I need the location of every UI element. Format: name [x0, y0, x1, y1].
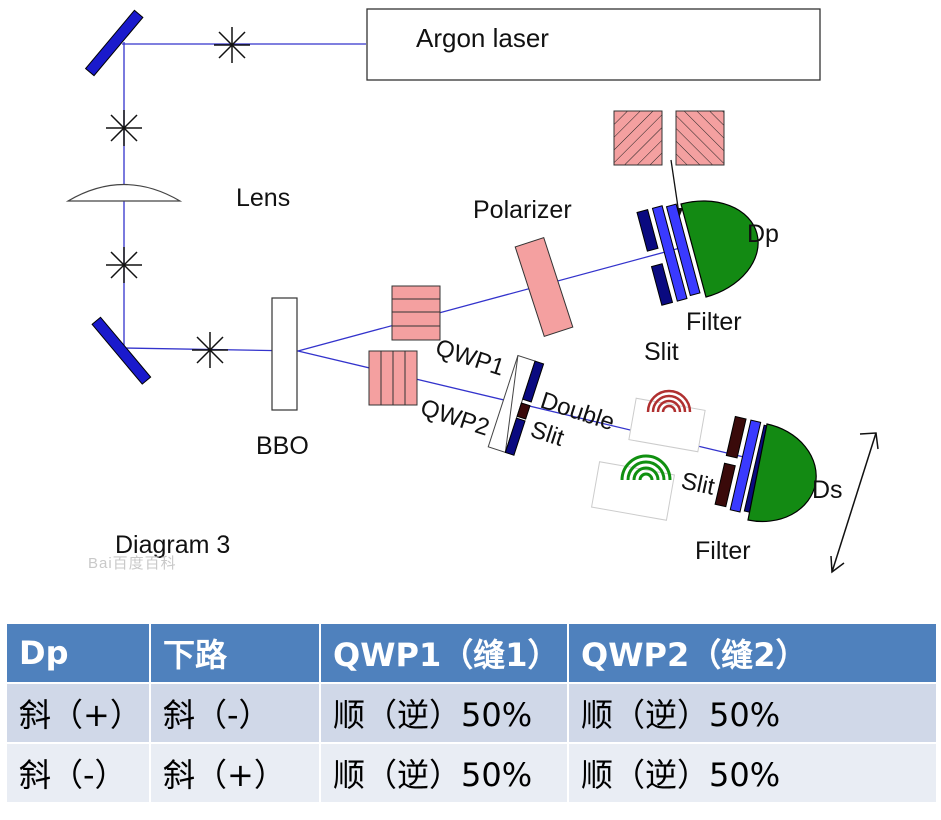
polarizer — [514, 237, 574, 337]
lens-label: Lens — [236, 184, 290, 212]
argon-laser-box — [366, 8, 821, 81]
qwp2-label: QWP2 — [417, 394, 493, 442]
bottom-mirror — [91, 316, 152, 385]
dp-detector — [680, 200, 759, 298]
pointer-arrow — [670, 159, 680, 215]
table-cell: 顺（逆）50% — [319, 742, 569, 804]
pattern-card-red — [628, 389, 706, 453]
table-row: 斜（-） 斜（+） 顺（逆）50% 顺（逆）50% — [5, 742, 938, 804]
table-cell: 斜（+） — [149, 742, 321, 804]
argon-laser-label: Argon laser — [416, 23, 549, 53]
header-qwp2: QWP2（缝2） — [567, 622, 938, 684]
slit-bottom-label: Slit — [679, 467, 718, 500]
dp-label: Dp — [747, 220, 779, 248]
experiment-diagram: Argon laser Lens BBO — [65, 8, 879, 574]
lens — [65, 183, 183, 202]
qwp1-plate — [391, 285, 441, 341]
scan-arrow — [830, 432, 879, 574]
table-cell: 斜（-） — [149, 682, 321, 744]
filter-top-label: Filter — [686, 308, 742, 336]
header-lower-path: 下路 — [149, 622, 321, 684]
table-row: 斜（+） 斜（-） 顺（逆）50% 顺（逆）50% — [5, 682, 938, 744]
table-cell: 斜（+） — [5, 682, 151, 744]
hatched-polarizer-a — [613, 110, 663, 166]
header-qwp1: QWP1（缝1） — [319, 622, 569, 684]
pulse-star-markers — [106, 27, 250, 368]
polarizer-label: Polarizer — [473, 196, 572, 224]
slit-mid-label: Slit — [527, 416, 567, 452]
dp-filter-assembly — [636, 203, 701, 306]
table-cell: 顺（逆）50% — [319, 682, 569, 744]
bbo-label: BBO — [256, 432, 309, 460]
polarization-table: Dp 下路 QWP1（缝1） QWP2（缝2） 斜（+） 斜（-） 顺（逆）50… — [5, 622, 938, 804]
hatched-polarizer-b — [675, 110, 725, 166]
filter-bottom-label: Filter — [695, 537, 751, 565]
ds-label: Ds — [812, 476, 843, 504]
table-header-row: Dp 下路 QWP1（缝1） QWP2（缝2） — [5, 622, 938, 684]
top-mirror — [84, 9, 144, 77]
diagram-caption: Diagram 3 — [115, 531, 230, 559]
double-slit — [487, 354, 545, 456]
watermark: Bai百度百科 — [88, 555, 177, 572]
pattern-card-green — [591, 454, 675, 521]
qwp1-label: QWP1 — [432, 334, 508, 382]
bbo-crystal — [271, 297, 298, 411]
slit-top-label: Slit — [644, 338, 679, 366]
header-dp: Dp — [5, 622, 151, 684]
qwp2-plate — [368, 350, 418, 406]
table-cell: 斜（-） — [5, 742, 151, 804]
table-cell: 顺（逆）50% — [567, 742, 938, 804]
table-cell: 顺（逆）50% — [567, 682, 938, 744]
ds-detector — [747, 423, 817, 523]
